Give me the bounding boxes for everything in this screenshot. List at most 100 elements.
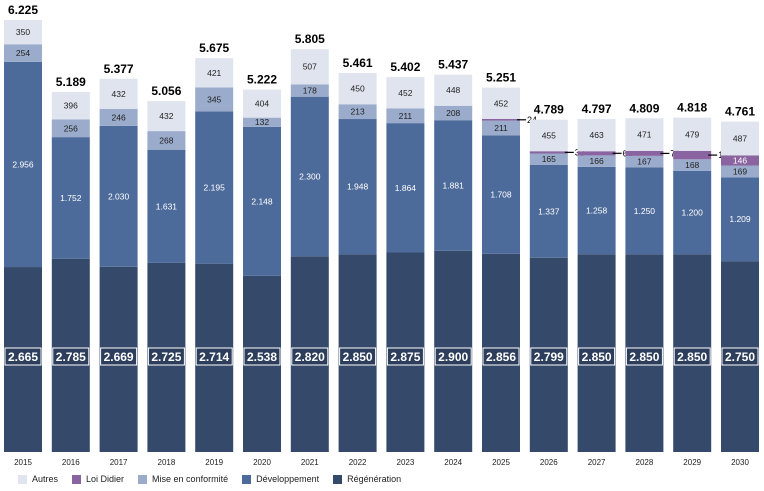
bar-segment-developpement xyxy=(529,164,568,258)
data-label-regeneration: 2.799 xyxy=(534,350,564,364)
x-tick-label: 2015 xyxy=(14,458,32,467)
data-label-box xyxy=(721,347,759,366)
legend-label: Autres xyxy=(32,474,59,484)
data-label-mise-en-conformite: 213 xyxy=(351,107,365,117)
x-tick-label: 2021 xyxy=(301,458,319,467)
bar-segment-developpement xyxy=(673,170,712,255)
data-label-total: 5.056 xyxy=(151,84,181,98)
data-label-box xyxy=(4,347,42,366)
bar-segment-autres xyxy=(529,119,568,152)
bar-segment-loi-didier xyxy=(577,151,616,156)
x-tick-label: 2029 xyxy=(683,458,701,467)
data-label-loi-didier: 146 xyxy=(733,155,747,165)
data-label-developpement: 2.300 xyxy=(299,171,321,181)
data-label-developpement: 1.752 xyxy=(60,193,82,203)
data-label-developpement: 1.864 xyxy=(395,183,417,193)
bar-segment-mise-en-conformite xyxy=(290,84,329,97)
data-label-regeneration: 2.850 xyxy=(629,350,659,364)
bar-segment-autres xyxy=(195,58,234,88)
bar-segment-mise-en-conformite xyxy=(386,108,425,124)
bar-segment-autres xyxy=(51,91,90,120)
bar-segment-mise-en-conformite xyxy=(673,159,712,171)
x-tick-label: 2016 xyxy=(62,458,80,467)
data-label-total: 5.461 xyxy=(343,56,373,70)
data-label-autres: 450 xyxy=(351,84,365,94)
data-label-regeneration: 2.538 xyxy=(247,350,277,364)
data-label-total: 5.675 xyxy=(199,41,229,55)
bar-segment-mise-en-conformite xyxy=(51,119,90,138)
bar-segment-loi-didier xyxy=(673,150,712,160)
legend-item: Loi Didier xyxy=(72,474,124,484)
data-label-autres: 455 xyxy=(542,130,556,140)
data-label-regeneration: 2.900 xyxy=(438,350,468,364)
bar-segment-loi-didier xyxy=(529,151,568,154)
data-label-mise-en-conformite: 208 xyxy=(446,108,460,118)
bar-segment-mise-en-conformite xyxy=(721,165,759,178)
x-tick-label: 2027 xyxy=(588,458,606,467)
data-label-mise-en-conformite: 168 xyxy=(685,160,699,170)
data-label-autres: 487 xyxy=(733,133,747,143)
legend-swatch xyxy=(333,474,343,484)
bar-segment-developpement xyxy=(386,123,425,253)
data-label-autres: 396 xyxy=(64,101,78,111)
bar-segment-mise-en-conformite xyxy=(434,105,473,121)
stacked-bar-chart: 2.665 2.956 254 350 6.225 2015 2.785 1.752 256 39… xyxy=(4,3,759,467)
data-label-developpement: 1.337 xyxy=(538,206,560,216)
legend-label: Mise en conformité xyxy=(152,474,229,484)
data-label-regeneration: 2.725 xyxy=(151,350,181,364)
data-label-box xyxy=(625,347,663,366)
bar-segment-mise-en-conformite xyxy=(577,155,616,167)
legend-item: Mise en conformité xyxy=(138,474,228,484)
bar-segment-autres xyxy=(243,89,281,118)
data-label-autres: 452 xyxy=(494,98,508,108)
bar-segment-autres xyxy=(434,74,473,106)
data-label-box xyxy=(147,347,185,366)
bar-segment-loi-didier xyxy=(482,118,520,121)
data-label-total: 4.797 xyxy=(582,102,612,116)
data-label-total: 5.377 xyxy=(104,62,134,76)
data-label-mise-en-conformite: 167 xyxy=(637,157,651,167)
bar-segment-mise-en-conformite xyxy=(529,153,568,165)
bar-segment-developpement xyxy=(625,167,664,255)
data-label-developpement: 2.030 xyxy=(108,191,130,201)
bar-segment-developpement xyxy=(243,126,281,276)
data-label-mise-en-conformite: 211 xyxy=(399,111,413,121)
legend-swatch xyxy=(138,474,148,484)
data-label-mise-en-conformite: 254 xyxy=(16,48,30,58)
data-label-mise-en-conformite: 178 xyxy=(303,86,317,96)
data-label-autres: 421 xyxy=(207,68,221,78)
data-label-developpement: 2.956 xyxy=(12,159,34,169)
legend-item: Autres xyxy=(18,474,58,484)
data-label-total: 5.222 xyxy=(247,73,277,87)
bar-segment-autres xyxy=(577,119,616,152)
bar-segment-autres xyxy=(147,101,186,132)
bar-segment-developpement xyxy=(51,137,90,259)
data-label-total: 4.809 xyxy=(629,101,659,115)
bar-segment-mise-en-conformite xyxy=(99,108,138,126)
data-label-box xyxy=(243,347,281,366)
data-label-regeneration: 2.850 xyxy=(582,350,612,364)
x-tick-label: 2023 xyxy=(397,458,415,467)
data-label-total: 5.805 xyxy=(295,32,325,46)
x-tick-label: 2028 xyxy=(636,458,654,467)
bar-segment-autres xyxy=(482,87,520,119)
data-label-autres: 471 xyxy=(637,130,651,140)
legend-item: Développement xyxy=(242,474,319,484)
data-label-box xyxy=(434,347,472,366)
data-label-mise-en-conformite: 165 xyxy=(542,154,556,164)
bar-segment-developpement xyxy=(99,125,138,267)
bar-segment-mise-en-conformite xyxy=(147,131,186,150)
bar-segment-developpement xyxy=(338,119,377,255)
data-label-box xyxy=(482,347,520,366)
bar-segment-mise-en-conformite xyxy=(195,87,234,112)
legend-label: Développement xyxy=(256,474,320,484)
legend-swatch xyxy=(72,474,82,484)
x-tick-label: 2017 xyxy=(110,458,128,467)
data-label-developpement: 1.250 xyxy=(634,206,656,216)
data-label-autres: 479 xyxy=(685,129,699,139)
bar-segment-autres xyxy=(4,20,42,45)
data-label-regeneration: 2.850 xyxy=(343,350,373,364)
bar-segment-autres xyxy=(290,49,329,85)
bar-segment-developpement xyxy=(577,166,616,255)
